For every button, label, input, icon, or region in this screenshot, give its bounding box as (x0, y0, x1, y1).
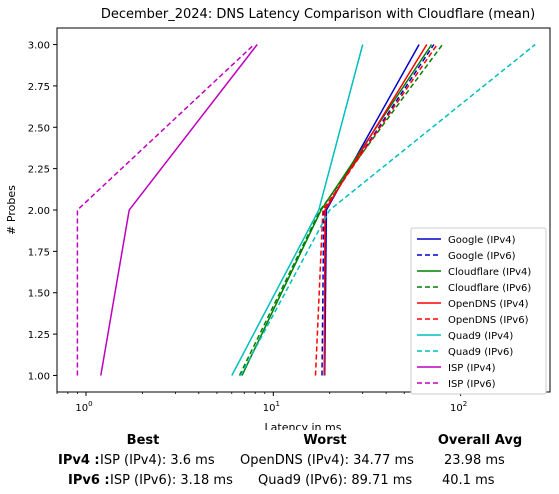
y-tick-label: 1.50 (28, 289, 50, 300)
y-tick-label: 3.00 (28, 41, 50, 52)
worst-header: Worst (303, 433, 347, 448)
y-tick-label: 2.75 (28, 82, 50, 93)
ipv4-avg-value: 23.98 ms (444, 453, 505, 468)
y-tick-label: 2.50 (28, 123, 50, 134)
series-line-opendns-ipv6 (314, 44, 438, 376)
y-tick-label: 1.00 (28, 371, 50, 382)
latency-chart: December_2024: DNS Latency Comparison wi… (5, 7, 551, 430)
series-line-isp-ipv4 (100, 44, 258, 376)
series-line-google-ipv4 (323, 44, 420, 376)
ipv6-worst-value: Quad9 (IPv6): 89.71 ms (258, 473, 413, 488)
x-axis-label: Latency in ms (265, 421, 342, 430)
legend-entry: Cloudflare (IPv6) (448, 283, 531, 294)
x-tick-label: 101 (263, 400, 280, 414)
ipv4-row-label: IPv4 : (58, 453, 100, 468)
series-line-isp-ipv6 (76, 43, 255, 376)
x-tick-label: 102 (450, 400, 467, 414)
ipv4-worst-value: OpenDNS (IPv4): 34.77 ms (240, 453, 414, 468)
ipv6-avg-value: 40.1 ms (442, 473, 495, 488)
legend-box (410, 227, 547, 395)
legend-entry: Quad9 (IPv4) (448, 331, 513, 342)
legend-entry: OpenDNS (IPv4) (448, 299, 529, 310)
legend-entry: Google (IPv6) (448, 251, 516, 262)
series-line-quad9-ipv6 (240, 43, 536, 376)
ipv6-row-label: IPv6 : (68, 473, 110, 488)
series-line-google-ipv6 (321, 44, 435, 376)
legend-entry: Quad9 (IPv6) (448, 347, 513, 358)
series-line-quad9-ipv4 (231, 44, 364, 376)
avg-header: Overall Avg (437, 433, 523, 448)
chart-title: December_2024: DNS Latency Comparison wi… (101, 7, 535, 22)
ipv6-best-value: ISP (IPv6): 3.18 ms (110, 473, 233, 488)
y-tick-label: 2.00 (28, 206, 50, 217)
y-tick-label: 1.75 (28, 247, 50, 258)
best-header: Best (126, 433, 160, 448)
legend-entry: Cloudflare (IPv4) (448, 267, 531, 278)
legend-entry: Google (IPv4) (448, 235, 516, 246)
series-line-cloudflare-ipv6 (238, 44, 444, 376)
legend-entry: ISP (IPv4) (448, 363, 496, 374)
ipv4-best-value: ISP (IPv4): 3.6 ms (100, 453, 215, 468)
legend: Google (IPv4) Google (IPv6) Cloudflare (IP… (410, 227, 547, 395)
x-tick-label: 100 (75, 400, 92, 414)
y-tick-label: 1.25 (28, 330, 50, 341)
y-tick-label: 2.25 (28, 165, 50, 176)
legend-entry: ISP (IPv6) (448, 379, 496, 390)
legend-entry: OpenDNS (IPv6) (448, 315, 529, 326)
y-axis-label: # Probes (5, 185, 18, 235)
series-line-opendns-ipv4 (323, 44, 428, 376)
